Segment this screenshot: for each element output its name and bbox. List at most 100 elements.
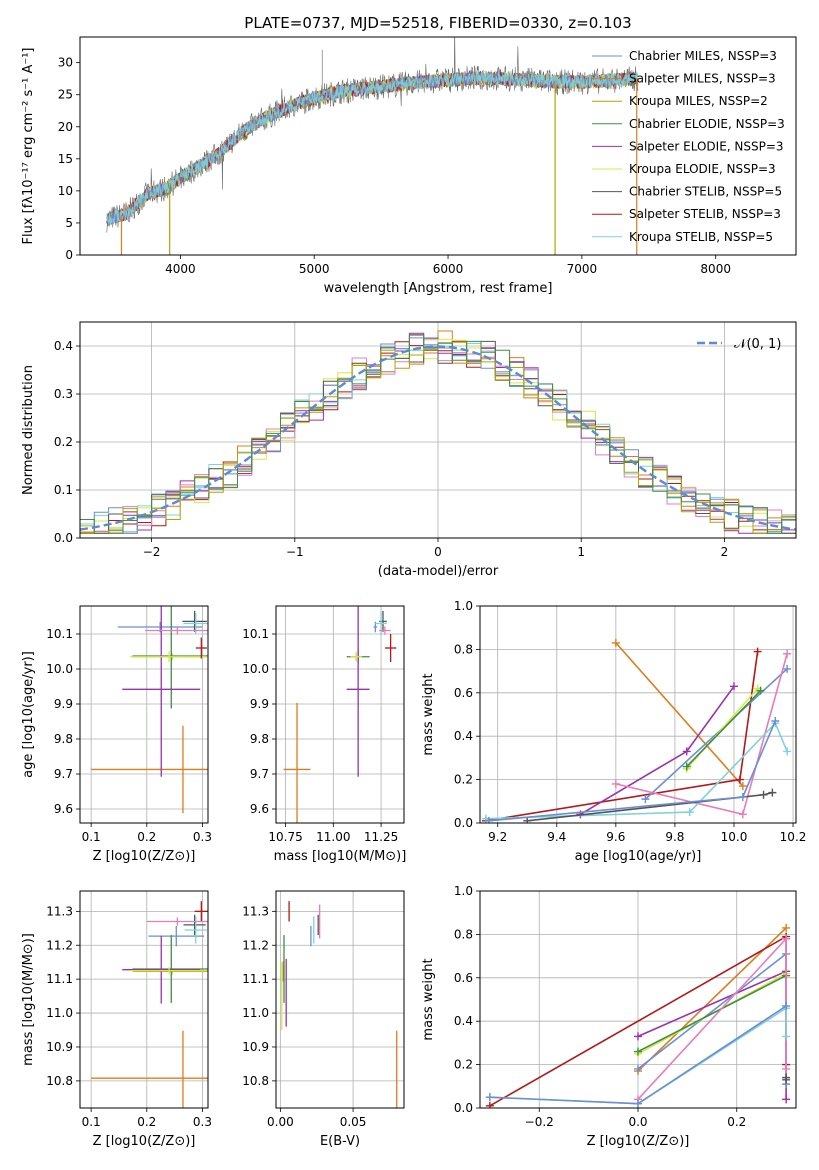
x-axis-label: Z [log10(Z/Z⊙)] bbox=[93, 1134, 196, 1149]
figure-title: PLATE=0737, MJD=52518, FIBERID=0330, z=0… bbox=[244, 14, 631, 32]
weight-marker-7-3 bbox=[782, 1032, 791, 1041]
x-tick-label: 9.6 bbox=[606, 830, 625, 844]
weight-marker-3-0 bbox=[634, 1064, 642, 1073]
y-tick-label: 1.0 bbox=[454, 599, 473, 613]
x-tick-label: 0.1 bbox=[82, 1115, 101, 1129]
legend-label-7: Salpeter STELIB, NSSP=3 bbox=[629, 207, 781, 221]
weight-line-5 bbox=[637, 974, 787, 1053]
panel-weight-vs-age: 9.2 9.4 9.6 9.8 10.0 10.2 0.0 0.2 0.4 0.6 0.8 1.0 ag… bbox=[421, 599, 806, 864]
y-tick-label: 30 bbox=[58, 56, 73, 70]
y-tick-label: 20 bbox=[58, 120, 73, 134]
weight-marker-2-0 bbox=[634, 1032, 642, 1041]
y-axis-label: mass weight bbox=[421, 958, 436, 1040]
x-tick-label: 0.1 bbox=[82, 830, 101, 844]
weight-marker-0-1 bbox=[738, 782, 747, 791]
y-tick-label: 0.0 bbox=[454, 1101, 473, 1115]
weight-line-6 bbox=[637, 936, 787, 1100]
y-tick-label: 11.0 bbox=[242, 1006, 269, 1020]
normal-curve bbox=[80, 345, 796, 531]
x-tick-label: 10.75 bbox=[268, 830, 302, 844]
y-tick-label: 9.6 bbox=[54, 802, 73, 816]
x-axis-label: (data-model)/error bbox=[378, 564, 499, 579]
weight-marker-2-1 bbox=[682, 747, 691, 756]
y-tick-label: 15 bbox=[58, 152, 73, 166]
axes-frame bbox=[79, 321, 797, 539]
panel-age-vs-z: 0.1 0.2 0.3 9.6 9.7 9.8 9.9 10.0 10.1 Z [log10(Z/… bbox=[21, 605, 212, 864]
plot-area-age-vs-mass bbox=[283, 606, 397, 823]
y-tick-label: 0.6 bbox=[454, 971, 473, 985]
y-tick-label: 0.3 bbox=[54, 387, 73, 401]
weight-marker-8-0 bbox=[523, 816, 532, 823]
y-tick-label: 0.8 bbox=[454, 642, 473, 656]
x-axis-label: Z [log10(Z/Z⊙)] bbox=[93, 849, 196, 864]
x-tick-label: 0.05 bbox=[340, 1115, 367, 1129]
x-tick-label: 10.0 bbox=[721, 830, 748, 844]
panel-residuals: −2 −1 0 1 2 0.0 0.1 0.2 0.3 0.4 (data-model)/error… bbox=[21, 321, 797, 579]
y-tick-label: 9.9 bbox=[54, 697, 73, 711]
x-tick-label: 0.2 bbox=[727, 1115, 746, 1129]
plot-area-weight-vs-z bbox=[485, 923, 791, 1108]
legend-label-8: Kroupa STELIB, NSSP=5 bbox=[629, 230, 773, 244]
weight-line-6 bbox=[615, 653, 788, 816]
weight-line-2 bbox=[637, 970, 787, 1100]
weight-marker-9-1 bbox=[634, 1099, 642, 1108]
y-axis-label: Normed distribution bbox=[21, 365, 36, 495]
y-tick-label: 11.0 bbox=[46, 1006, 73, 1020]
x-tick-label: 0.3 bbox=[193, 1115, 212, 1129]
y-tick-label: 11.3 bbox=[242, 904, 269, 918]
weight-marker-7-3 bbox=[783, 747, 792, 756]
y-tick-label: 11.1 bbox=[46, 972, 73, 986]
x-axis-label: age [log10(age/yr)] bbox=[575, 849, 702, 864]
y-tick-label: 10 bbox=[58, 184, 73, 198]
weight-line-8 bbox=[527, 791, 773, 822]
y-tick-label: 0.0 bbox=[54, 531, 73, 545]
x-tick-label: 4000 bbox=[165, 262, 196, 276]
x-tick-label: −1 bbox=[286, 545, 304, 559]
y-axis-label: mass [log10(M/M⊙)] bbox=[21, 933, 36, 1066]
x-tick-label: 0.0 bbox=[628, 1115, 647, 1129]
legend-label-0: Chabrier MILES, NSSP=3 bbox=[629, 49, 777, 63]
x-tick-label: 7000 bbox=[567, 262, 598, 276]
x-tick-label: −2 bbox=[143, 545, 161, 559]
x-tick-label: 9.8 bbox=[665, 830, 684, 844]
x-axis-label: E(B-V) bbox=[320, 1134, 360, 1149]
histogram-series-7 bbox=[80, 340, 796, 534]
weight-marker-1-1 bbox=[735, 775, 744, 784]
y-tick-label: 0.2 bbox=[54, 435, 73, 449]
spectrum-line-2 bbox=[106, 70, 639, 226]
y-tick-label: 10.9 bbox=[46, 1040, 73, 1054]
x-tick-label: 1 bbox=[577, 545, 585, 559]
weight-marker-8-2 bbox=[768, 788, 777, 797]
legend-label-5: Kroupa ELODIE, NSSP=3 bbox=[629, 162, 776, 176]
weight-marker-6-0 bbox=[611, 779, 620, 788]
axes-frame bbox=[79, 605, 209, 824]
axes-frame bbox=[79, 890, 209, 1109]
x-tick-label: −0.2 bbox=[525, 1115, 554, 1129]
weight-marker-5-0 bbox=[634, 1047, 642, 1056]
weight-line-0 bbox=[637, 927, 787, 1072]
spectrum-line-8 bbox=[106, 70, 639, 226]
y-tick-label: 0.6 bbox=[454, 686, 473, 700]
panel-weight-vs-z: −0.2 0.0 0.2 0.0 0.2 0.4 0.6 0.8 1.0 Z [log10(Z/Z… bbox=[421, 884, 797, 1149]
y-tick-label: 9.7 bbox=[54, 767, 73, 781]
x-tick-label: 0 bbox=[434, 545, 442, 559]
y-axis-label: Flux [fλ10⁻¹⁷ erg cm⁻² s⁻¹ A⁻¹] bbox=[21, 48, 36, 245]
y-tick-label: 10.8 bbox=[242, 1074, 269, 1088]
x-axis-label: Z [log10(Z/Z⊙)] bbox=[587, 1134, 690, 1149]
y-tick-label: 10.0 bbox=[242, 662, 269, 676]
y-tick-label: 0.4 bbox=[454, 729, 473, 743]
legend-label-2: Kroupa MILES, NSSP=2 bbox=[629, 94, 768, 108]
weight-marker-0-0 bbox=[611, 638, 620, 647]
y-axis-label: mass weight bbox=[421, 673, 436, 755]
y-tick-label: 0.4 bbox=[54, 339, 73, 353]
panel-mass-vs-ebv: 0.00 0.05 10.8 10.9 11.0 11.1 11.2 11.3 E(B-V) bbox=[242, 890, 405, 1149]
spectrum-line-0 bbox=[106, 37, 639, 233]
weight-marker-9-1 bbox=[738, 792, 747, 801]
panel-age-vs-mass: 10.75 11.00 11.25 9.6 9.7 9.8 9.9 10.0 10.1 mass … bbox=[242, 605, 406, 864]
plot-area-age-vs-z bbox=[91, 606, 208, 814]
plot-area-mass-vs-ebv bbox=[281, 901, 398, 1108]
y-tick-label: 11.2 bbox=[46, 938, 73, 952]
y-tick-label: 10.8 bbox=[46, 1074, 73, 1088]
y-tick-label: 0.2 bbox=[454, 1058, 473, 1072]
y-tick-label: 11.3 bbox=[46, 904, 73, 918]
